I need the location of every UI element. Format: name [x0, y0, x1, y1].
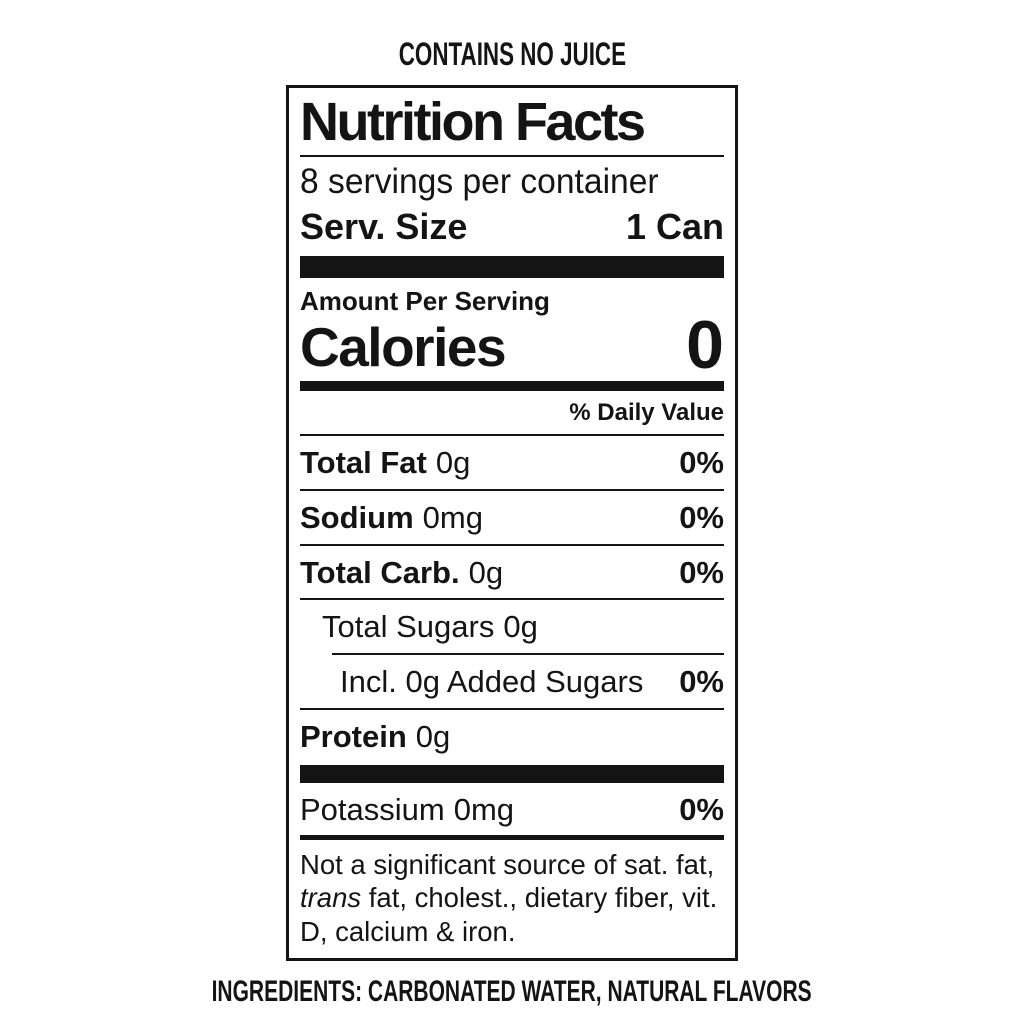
servings-per-container: 8 servings per container	[300, 162, 659, 202]
nutrient-name-amount: Potassium 0mg	[300, 792, 514, 828]
serving-size-value: 1 Can	[625, 206, 724, 248]
nutrient-name: Incl. 0g Added Sugars	[340, 664, 644, 700]
ingredients-line: INGREDIENTS: CARBONATED WATER, NATURAL F…	[211, 975, 813, 1009]
nutrient-row-sodium: Sodium 0mg 0%	[300, 491, 724, 546]
medium-divider-calories	[300, 381, 724, 392]
nutrient-amount: 0g	[435, 445, 471, 481]
nutrient-row-potassium: Potassium 0mg 0%	[300, 783, 724, 836]
nutrient-row-total-sugars: Total Sugars 0g	[300, 600, 724, 653]
nutrient-name: Total Fat	[300, 445, 427, 481]
nutrient-name-amount: Sodium 0mg	[300, 500, 483, 536]
nutrient-daily-value: 0%	[679, 664, 724, 700]
nutrient-name-amount: Total Carb. 0g	[300, 555, 503, 591]
footnote-italic-trans: trans	[300, 882, 362, 914]
nutrient-name: Total Sugars	[322, 609, 495, 645]
nutrient-row-added-sugars: Incl. 0g Added Sugars 0%	[300, 655, 724, 710]
nutrient-daily-value: 0%	[679, 554, 724, 590]
nutrient-name: Total Carb.	[300, 554, 460, 590]
contains-no-juice-note: CONTAINS NO JUICE	[398, 36, 626, 72]
footnote: Not a significant source of sat. fat, tr…	[300, 840, 724, 949]
nutrient-name: Protein	[300, 718, 407, 754]
footnote-divider	[300, 835, 724, 840]
nutrient-amount: 0g	[415, 718, 451, 754]
nutrient-name-amount: Total Fat 0g	[300, 445, 470, 481]
nutrient-row-total-carb: Total Carb. 0g 0%	[300, 546, 724, 601]
nutrition-facts-panel: Nutrition Facts 8 servings per container…	[286, 85, 738, 962]
footnote-part2: fat, cholest., dietary fiber, vit. D, ca…	[300, 882, 718, 947]
serving-size-label: Serv. Size	[300, 206, 468, 248]
calories-row: Calories 0	[300, 306, 724, 383]
nutrient-amount: 0mg	[453, 791, 515, 827]
calories-value: 0	[686, 306, 724, 383]
nutrient-name-amount: Protein 0g	[300, 719, 450, 755]
title-divider	[300, 154, 724, 158]
nutrient-name-amount: Total Sugars 0g	[322, 609, 538, 645]
serving-size-row: Serv. Size 1 Can	[300, 207, 724, 247]
calories-label: Calories	[300, 316, 507, 379]
nutrient-row-protein: Protein 0g	[300, 710, 724, 763]
nutrient-amount: 0mg	[422, 499, 483, 535]
nutrient-name: Potassium	[300, 791, 445, 827]
amount-per-serving-label: Amount Per Serving	[300, 285, 550, 316]
daily-value-header: % Daily Value	[300, 391, 724, 437]
nutrient-amount: 0g	[503, 609, 538, 645]
thick-divider-top	[300, 255, 724, 278]
nutrient-name: Sodium	[300, 499, 414, 535]
nutrient-name-amount: Incl. 0g Added Sugars	[340, 664, 652, 700]
footnote-part1: Not a significant source of sat. fat,	[300, 848, 715, 880]
nutrient-daily-value: 0%	[679, 445, 724, 481]
nutrient-daily-value: 0%	[679, 499, 724, 535]
thick-divider-bottom	[300, 764, 724, 783]
added-sugars-partial-divider	[332, 652, 724, 656]
nutrient-daily-value: 0%	[679, 791, 724, 827]
nutrient-row-total-fat: Total Fat 0g 0%	[300, 436, 724, 491]
nutrient-amount: 0g	[468, 554, 504, 590]
panel-title: Nutrition Facts	[300, 92, 646, 152]
